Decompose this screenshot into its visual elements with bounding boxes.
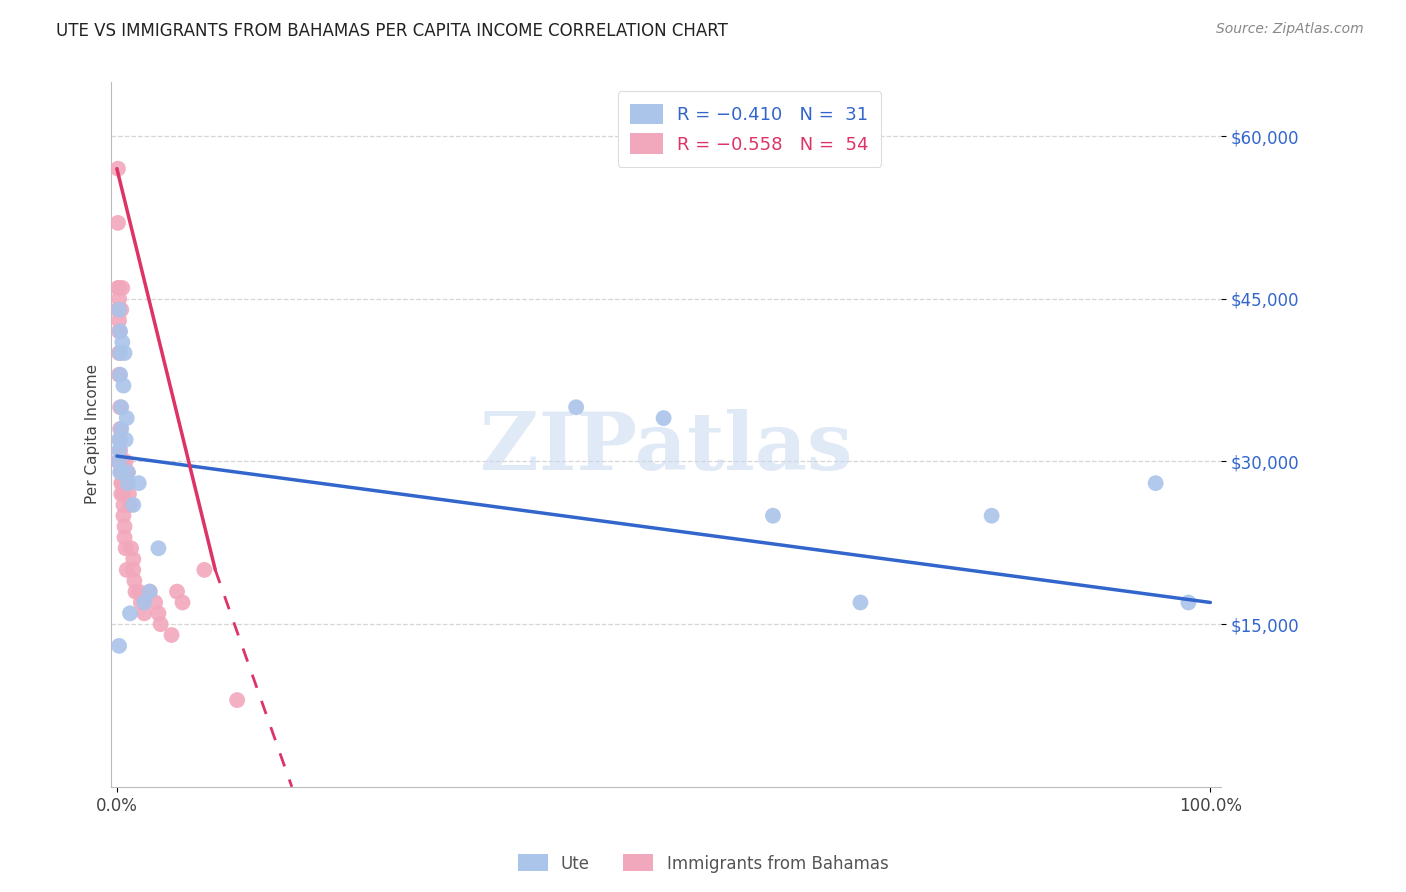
Legend: R = −0.410   N =  31, R = −0.558   N =  54: R = −0.410 N = 31, R = −0.558 N = 54 [617,91,882,167]
Point [108,454,131,468]
Point [124,574,146,588]
Point [108,368,131,382]
Point [108,433,131,447]
Point [118,607,141,621]
Point [108,346,131,360]
Point [117,476,139,491]
Point [122,563,145,577]
Point [980,508,1002,523]
Text: UTE VS IMMIGRANTS FROM BAHAMAS PER CAPITA INCOME CORRELATION CHART: UTE VS IMMIGRANTS FROM BAHAMAS PER CAPIT… [56,22,728,40]
Point [148,541,170,556]
Point [112,487,135,501]
Point [111,466,134,480]
Point [108,346,131,360]
Point [108,302,131,317]
Legend: Ute, Immigrants from Bahamas: Ute, Immigrants from Bahamas [510,847,896,880]
Point [111,476,134,491]
Point [108,422,131,436]
Point [108,433,131,447]
Point [108,313,131,327]
Point [107,454,129,468]
Point [117,466,139,480]
Point [110,466,132,480]
Point [118,487,141,501]
Point [129,595,152,609]
Point [226,693,249,707]
Point [108,324,131,338]
Point [1144,476,1167,491]
Point [112,378,135,392]
Point [112,508,135,523]
Point [114,519,136,533]
Point [108,443,131,458]
Point [110,487,132,501]
Point [193,563,215,577]
Point [108,302,131,317]
Point [134,595,156,609]
Point [565,401,588,415]
Point [122,498,145,512]
Point [134,607,156,621]
Point [128,476,150,491]
Point [107,302,129,317]
Point [108,281,131,295]
Point [115,563,138,577]
Point [122,552,145,566]
Point [148,607,170,621]
Point [110,401,132,415]
Point [124,584,146,599]
Point [138,584,160,599]
Point [149,617,172,632]
Point [115,411,138,425]
Point [110,422,132,436]
Point [111,454,134,468]
Point [108,443,131,458]
Point [143,595,166,609]
Point [114,346,136,360]
Point [114,433,136,447]
Point [108,324,131,338]
Point [114,454,136,468]
Text: Source: ZipAtlas.com: Source: ZipAtlas.com [1216,22,1364,37]
Point [110,476,132,491]
Point [107,281,129,295]
Point [108,466,131,480]
Point [107,216,129,230]
Point [652,411,675,425]
Point [108,292,131,306]
Point [111,335,134,350]
Point [166,584,188,599]
Point [172,595,194,609]
Text: ZIPatlas: ZIPatlas [481,409,852,487]
Point [117,476,139,491]
Point [160,628,183,642]
Point [107,161,129,176]
Point [138,584,160,599]
Point [108,401,131,415]
Point [118,498,141,512]
Point [849,595,872,609]
Point [108,639,131,653]
Y-axis label: Per Capita Income: Per Capita Income [86,364,100,505]
Point [111,281,134,295]
Point [112,498,135,512]
Point [110,302,132,317]
Point [120,541,142,556]
Point [114,530,136,544]
Point [128,584,150,599]
Point [117,466,139,480]
Point [762,508,785,523]
Point [1177,595,1199,609]
Point [108,454,131,468]
Point [114,541,136,556]
Point [108,368,131,382]
